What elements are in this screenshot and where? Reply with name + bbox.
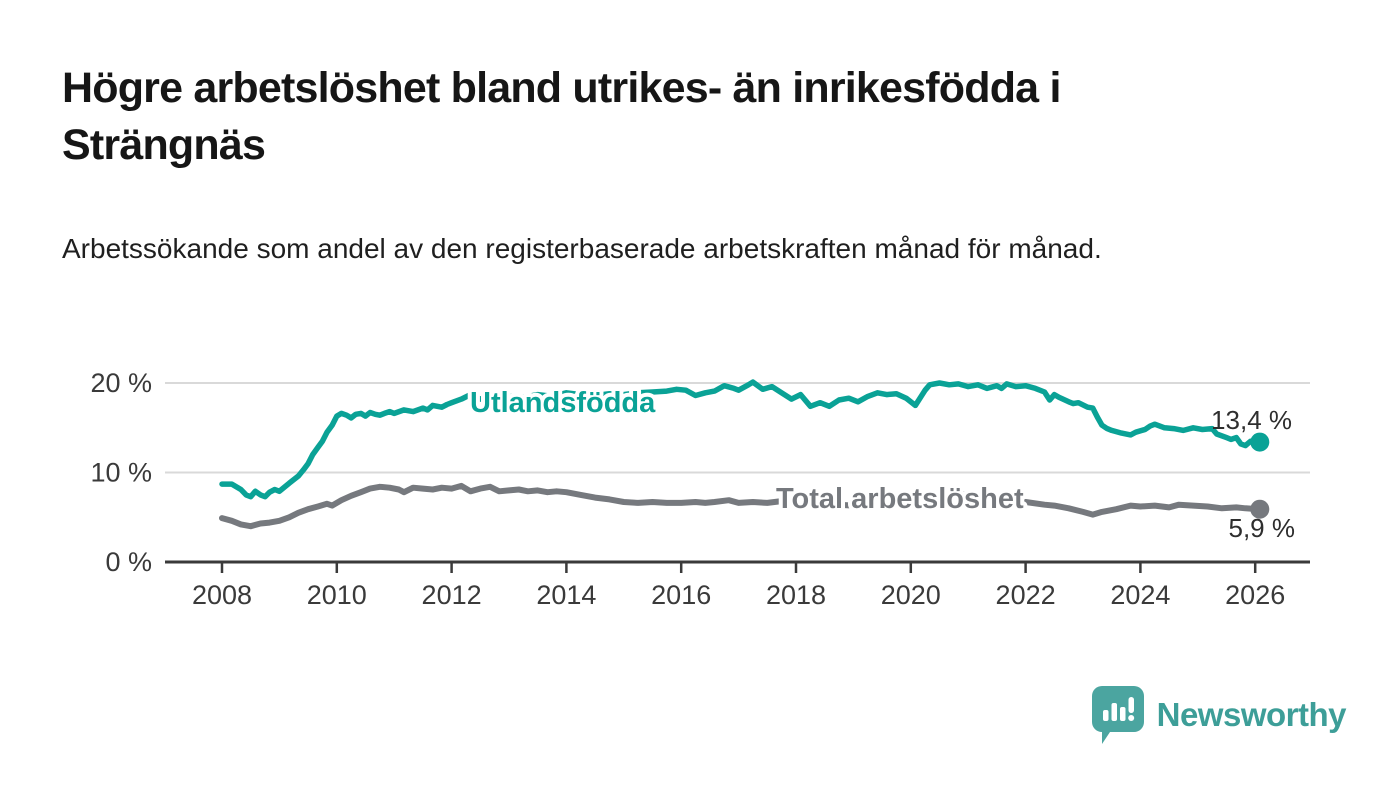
newsworthy-logo-icon: [1091, 686, 1144, 744]
brand-name: Newsworthy: [1156, 696, 1347, 733]
line-chart: 0 % 10 % 20 % 2008 2010 2012 2014 2016 2018 2020 2…: [90, 368, 1310, 610]
y-axis-label: 20 %: [90, 368, 152, 398]
logo-exclamation-dot: [1127, 715, 1134, 721]
series-label-utlandsf-dda: Utlandsfödda: [470, 387, 656, 419]
chart-subtitle: Arbetssökande som andel av den registerb…: [62, 233, 1102, 264]
series-line-utlandsf-dda: [219, 379, 1263, 500]
logo-speech-bubble: [1091, 686, 1144, 744]
x-axis-label: 2024: [1110, 580, 1170, 610]
chart-title: Högre arbetslöshet bland utrikes- än inr…: [62, 64, 1061, 169]
x-axis-label: 2012: [422, 580, 482, 610]
end-dot-utlandsf-dda: [1250, 432, 1270, 452]
x-axis-label: 2020: [881, 580, 941, 610]
end-value-label-utlandsf-dda: 13,4 %: [1211, 405, 1292, 435]
logo-bar-short: [1102, 710, 1109, 721]
x-axis-label: 2026: [1225, 580, 1285, 610]
end-dot-total-arbetsl-shet: [1250, 499, 1270, 519]
logo-bar-tall: [1111, 703, 1117, 721]
end-value-label-total-arbetsl-shet: 5,9 %: [1229, 513, 1296, 543]
x-axis-label: 2010: [307, 580, 367, 610]
logo-exclamation-bar: [1128, 697, 1134, 713]
logo-bar-medium: [1119, 707, 1126, 721]
series-label-total-arbetsl-shet: Total arbetslöshet: [776, 483, 1024, 515]
series-line-total-arbetsl-shet: [219, 482, 1263, 530]
x-axis-label: 2014: [536, 580, 596, 610]
y-axis-label: 0 %: [105, 547, 152, 577]
brand-footer: Newsworthy: [1091, 686, 1347, 744]
x-axis-label: 2018: [766, 580, 826, 610]
x-axis-label: 2008: [192, 580, 252, 610]
x-axis-label: 2022: [996, 580, 1056, 610]
y-axis-label: 10 %: [90, 458, 152, 488]
x-axis-label: 2016: [651, 580, 711, 610]
